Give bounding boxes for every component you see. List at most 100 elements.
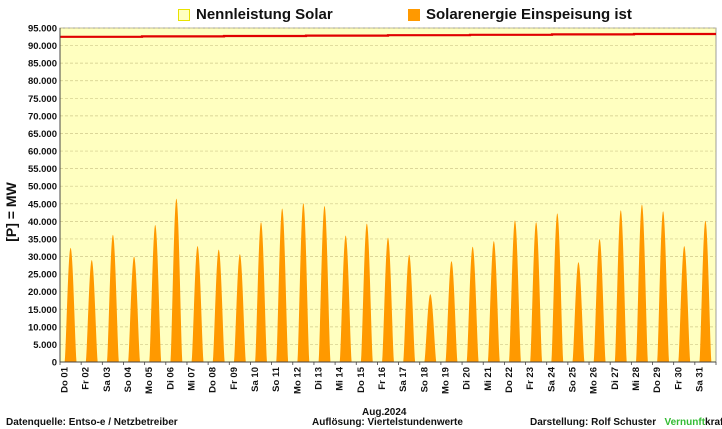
- day-peak: [191, 245, 204, 362]
- day-peak: [593, 238, 606, 362]
- x-tick-label: Fr 09: [229, 367, 240, 390]
- y-tick-label: 50.000: [28, 182, 57, 193]
- day-peak: [318, 205, 331, 362]
- legend-capacity-swatch: [178, 8, 190, 21]
- resolution-note: Auflösung: Viertelstundenwerte: [312, 417, 463, 428]
- day-peak: [64, 247, 77, 362]
- capacity-series-line: [60, 32, 716, 38]
- x-tick-label: Mi 21: [483, 366, 494, 390]
- x-tick-label: Sa 10: [250, 367, 261, 392]
- day-peak: [85, 260, 98, 362]
- y-tick-label: 15.000: [28, 305, 57, 316]
- x-tick-label: Fr 30: [673, 367, 684, 390]
- day-peak: [233, 254, 246, 362]
- y-tick-label: 5.000: [33, 340, 57, 351]
- x-tick-labels: Do 01 Fr 02 Sa 03 So 04 Mo 05 Di 06 Mi 07 Do 08…: [60, 366, 706, 394]
- y-tick-label: 45.000: [28, 199, 57, 210]
- x-tick-label: Di 06: [165, 367, 176, 390]
- x-tick-label: Mo 05: [144, 366, 155, 394]
- y-tick-labels: 0 5.000 10.000 15.000 20.000 25.000 30.000 35.0…: [28, 24, 57, 369]
- x-tick-label: Mi 14: [335, 366, 346, 390]
- author-name: Darstellung: Rolf Schuster: [530, 417, 657, 428]
- x-tick-label: Fr 02: [81, 367, 92, 390]
- x-tick-label: Mi 07: [187, 367, 198, 391]
- day-peak: [699, 220, 712, 362]
- x-tick-label: Sa 24: [546, 366, 557, 392]
- axes: [59, 28, 717, 365]
- x-tick-label: So 11: [271, 366, 282, 392]
- capacity-line: [60, 32, 716, 38]
- day-peak: [678, 245, 691, 362]
- x-tick-label: So 25: [567, 366, 578, 392]
- y-tick-label: 70.000: [28, 111, 57, 122]
- y-tick-label: 60.000: [28, 147, 57, 158]
- day-peak: [614, 210, 627, 362]
- day-peak: [424, 294, 437, 362]
- day-peak: [509, 220, 521, 362]
- day-peak: [551, 213, 564, 362]
- legend-feedin-label: Solarenergie Einspeisung ist: [426, 6, 632, 23]
- grid-lines: [60, 27, 716, 345]
- x-tick-label: Di 20: [462, 367, 473, 390]
- day-peak: [128, 256, 140, 362]
- day-peak: [445, 261, 458, 362]
- legend-feedin: Solarenergie Einspeisung ist: [408, 6, 632, 23]
- legend-feedin-swatch: [408, 8, 420, 21]
- day-peak: [149, 224, 162, 362]
- x-tick-label: Mi 28: [631, 367, 642, 391]
- x-tick-label: So 04: [123, 366, 134, 392]
- day-peak: [297, 203, 310, 362]
- x-tick-label: Sa 03: [102, 367, 113, 392]
- day-peak: [530, 222, 543, 362]
- y-tick-label: 30.000: [28, 252, 57, 263]
- day-peak: [170, 198, 183, 362]
- y-axis-label: [P] = MW: [3, 182, 19, 242]
- day-peak: [255, 222, 267, 362]
- day-peak: [106, 234, 119, 362]
- y-tick-label: 10.000: [28, 322, 57, 333]
- y-tick-label: 65.000: [28, 129, 57, 140]
- y-tick-label: 20.000: [28, 287, 57, 298]
- day-peak: [339, 235, 352, 362]
- day-peak: [403, 254, 416, 362]
- day-peak: [382, 237, 394, 362]
- x-axis-label: Aug.2024: [362, 407, 407, 418]
- x-tick-label: Sa 31: [694, 366, 705, 392]
- x-tick-label: Do 08: [208, 367, 219, 393]
- x-tick-label: Do 22: [504, 367, 515, 393]
- y-tick-label: 40.000: [28, 217, 57, 228]
- y-tick-label: 0: [52, 358, 57, 369]
- day-peak: [276, 208, 289, 362]
- day-peak: [360, 223, 373, 362]
- brand-part1: Vernunft: [664, 417, 706, 428]
- legend-capacity: Nennleistung Solar: [178, 6, 333, 23]
- brand-part2: kraft: [705, 417, 722, 428]
- author-credit: Darstellung: Rolf Schuster Vernunftkraft: [530, 417, 722, 428]
- y-tick-label: 55.000: [28, 164, 57, 175]
- y-tick-label: 90.000: [28, 41, 57, 52]
- x-tick-label: Di 27: [610, 367, 621, 390]
- y-tick-label: 95.000: [28, 24, 57, 35]
- x-tick-label: Mo 26: [589, 367, 600, 394]
- y-tick-label: 85.000: [28, 59, 57, 70]
- day-peak: [572, 262, 585, 362]
- legend-capacity-label: Nennleistung Solar: [196, 6, 333, 23]
- y-tick-label: 80.000: [28, 76, 57, 87]
- x-tick-label: Fr 23: [525, 367, 536, 390]
- y-tick-label: 35.000: [28, 234, 57, 245]
- day-peak: [466, 246, 479, 362]
- feedin-area: [64, 198, 712, 362]
- x-tick-label: Mo 19: [440, 367, 451, 394]
- day-peak: [657, 211, 670, 362]
- x-tick-label: Do 29: [652, 367, 663, 393]
- x-tick-label: Mo 12: [292, 367, 303, 394]
- day-peak: [636, 204, 648, 362]
- x-tick-label: Do 01: [60, 366, 71, 393]
- x-tick-label: Sa 17: [398, 367, 409, 392]
- day-peak: [212, 249, 225, 362]
- y-tick-label: 75.000: [28, 94, 57, 105]
- x-tick-label: Di 13: [314, 367, 325, 390]
- x-tick-label: Fr 16: [377, 367, 388, 390]
- x-tick-label: So 18: [419, 367, 430, 392]
